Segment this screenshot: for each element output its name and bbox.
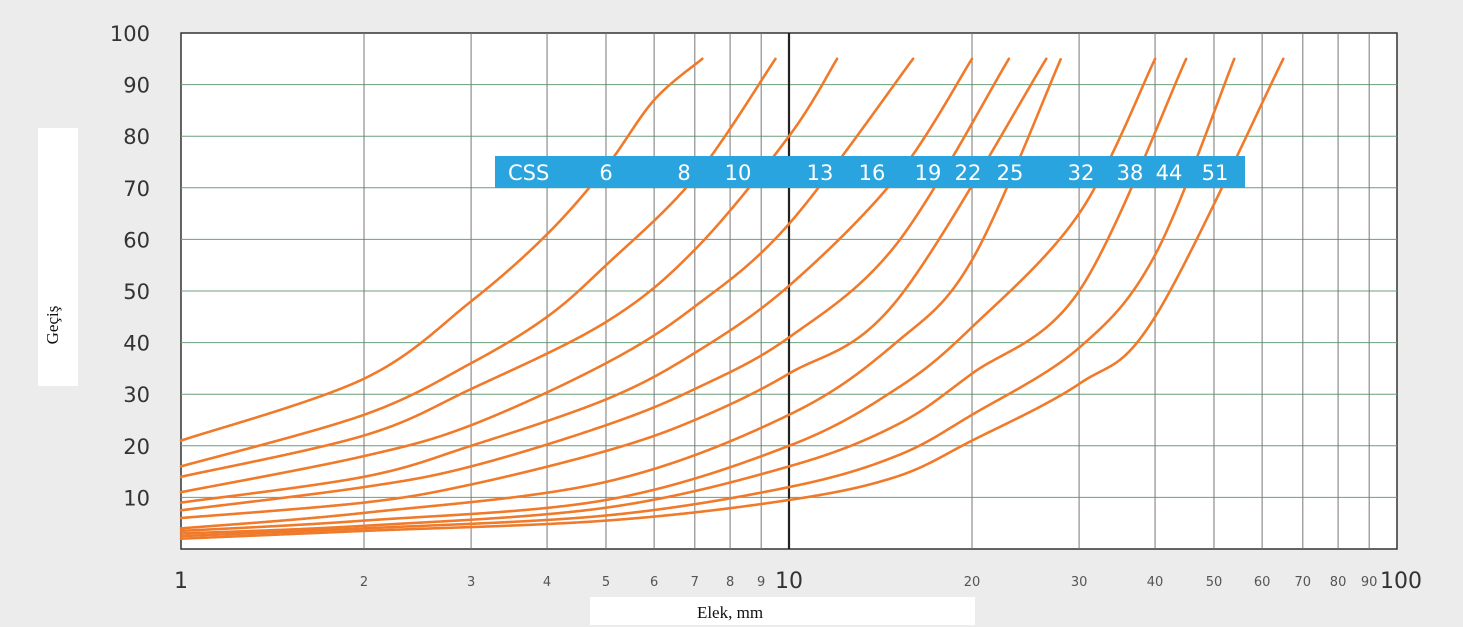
y-tick-label: 60 [123, 228, 150, 252]
css-legend-label: 13 [807, 161, 834, 185]
series-line-css-19 [179, 57, 1011, 512]
x-tick-label: 100 [1380, 569, 1422, 594]
x-tick-label: 9 [757, 575, 765, 590]
css-legend-label: 22 [955, 161, 982, 185]
x-tick-label: 20 [964, 575, 981, 590]
x-tick-label: 7 [691, 575, 699, 590]
x-tick-label: 10 [775, 569, 803, 594]
series-line-css-25 [179, 57, 1063, 530]
css-legend-label: 6 [599, 161, 612, 185]
css-legend-band [495, 156, 1245, 188]
x-tick-label: 4 [543, 575, 551, 590]
x-tick-label: 8 [726, 575, 734, 590]
x-tick-label: 6 [650, 575, 658, 590]
series-line-css-16 [179, 57, 974, 504]
series-line-css-10 [179, 57, 839, 479]
css-legend-label: 8 [677, 161, 690, 185]
y-tick-label: 100 [110, 22, 150, 46]
series-line-css-32 [179, 57, 1157, 533]
x-tick-label: 70 [1295, 575, 1312, 590]
series-line-css-44 [179, 57, 1236, 538]
x-tick-label: 60 [1254, 575, 1271, 590]
x-tick-label: 5 [602, 575, 610, 590]
xlabel-background [590, 597, 975, 625]
series-line-css-6 [179, 57, 704, 442]
y-ticks: 10 20 30 40 50 60 70 80 90 100 [110, 22, 150, 510]
x-tick-label: 90 [1361, 575, 1378, 590]
y-tick-label: 90 [123, 74, 150, 98]
y-tick-label: 30 [123, 383, 150, 407]
x-tick-label: 40 [1147, 575, 1164, 590]
css-legend: CSS 6 8 10 13 16 19 22 25 32 38 44 51 [495, 156, 1245, 188]
y-tick-label: 20 [123, 435, 150, 459]
x-tick-label: 50 [1206, 575, 1223, 590]
series-layer [179, 57, 1285, 540]
css-legend-title: CSS [508, 161, 549, 185]
x-tick-label: 30 [1071, 575, 1088, 590]
x-tick-label: 80 [1330, 575, 1347, 590]
y-tick-label: 50 [123, 280, 150, 304]
series-line-css-51 [179, 57, 1285, 540]
y-tick-label: 70 [123, 177, 150, 201]
series-line-css-38 [179, 57, 1188, 535]
x-axis-label: Elek, mm [697, 603, 763, 622]
css-legend-label: 25 [997, 161, 1024, 185]
x-ticks: 1 2 3 4 5 6 7 8 9 10 20 30 40 50 60 70 80 90 100 [174, 569, 1422, 594]
ylabel-background [38, 128, 78, 386]
y-axis-label: Geçiş [43, 306, 62, 345]
x-tick-label: 1 [174, 569, 188, 594]
series-line-css-13 [179, 57, 915, 494]
css-legend-label: 51 [1202, 161, 1229, 185]
y-tick-label: 80 [123, 125, 150, 149]
y-tick-label: 40 [123, 332, 150, 356]
y-tick-label: 10 [123, 486, 150, 510]
x-tick-label: 3 [467, 575, 475, 590]
x-tick-label: 2 [360, 575, 368, 590]
css-legend-label: 19 [915, 161, 942, 185]
css-legend-label: 44 [1156, 161, 1183, 185]
css-legend-label: 10 [725, 161, 752, 185]
series-line-css-22 [179, 57, 1048, 520]
css-legend-label: 32 [1068, 161, 1095, 185]
css-legend-label: 38 [1117, 161, 1144, 185]
css-legend-label: 16 [859, 161, 886, 185]
